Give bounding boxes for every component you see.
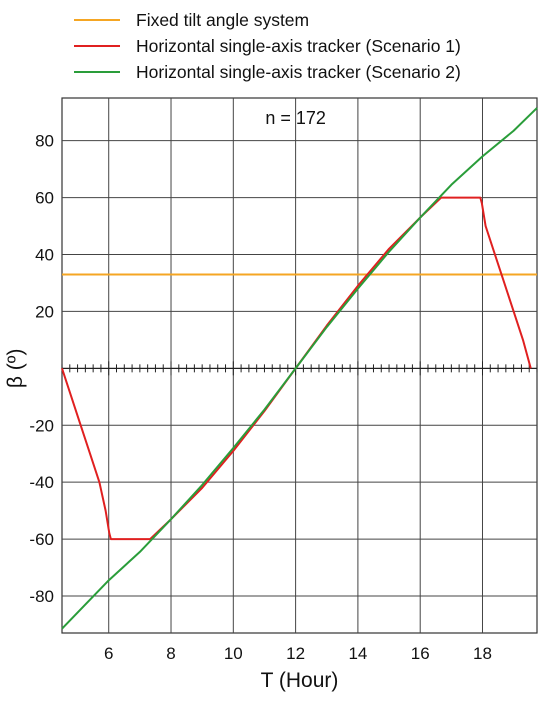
x-tick-label: 12 xyxy=(286,644,305,663)
y-tick-label: -20 xyxy=(29,416,54,435)
y-tick-label: -40 xyxy=(29,473,54,492)
y-axis-title: β (º) xyxy=(4,349,27,389)
series-line-3 xyxy=(61,107,538,630)
annotation-label: n = 172 xyxy=(265,108,326,128)
legend-label: Horizontal single-axis tracker (Scenario… xyxy=(136,62,461,82)
x-tick-labels: 6 8 10 12 14 16 18 xyxy=(104,644,492,663)
x-axis-title: T (Hour) xyxy=(261,669,339,692)
plot-area xyxy=(61,97,538,634)
legend-label: Horizontal single-axis tracker (Scenario… xyxy=(136,36,461,56)
x-tick-label: 14 xyxy=(348,644,367,663)
y-tick-labels: -80 -60 -40 -20 20 40 60 80 xyxy=(29,132,54,606)
y-tick-label: 20 xyxy=(35,302,54,321)
x-tick-label: 6 xyxy=(104,644,113,663)
x-tick-label: 8 xyxy=(166,644,175,663)
series-layer xyxy=(61,107,538,630)
y-tick-label: 80 xyxy=(35,132,54,151)
x-tick-label: 18 xyxy=(473,644,492,663)
legend-label: Fixed tilt angle system xyxy=(136,10,309,30)
x-tick-label: 10 xyxy=(224,644,243,663)
legend: Fixed tilt angle system Horizontal single… xyxy=(74,10,461,82)
y-tick-label: -60 xyxy=(29,530,54,549)
y-tick-label: -80 xyxy=(29,587,54,606)
y-tick-label: 40 xyxy=(35,246,54,265)
y-tick-label: 60 xyxy=(35,189,54,208)
zero-axis xyxy=(61,361,538,376)
x-tick-label: 16 xyxy=(411,644,430,663)
